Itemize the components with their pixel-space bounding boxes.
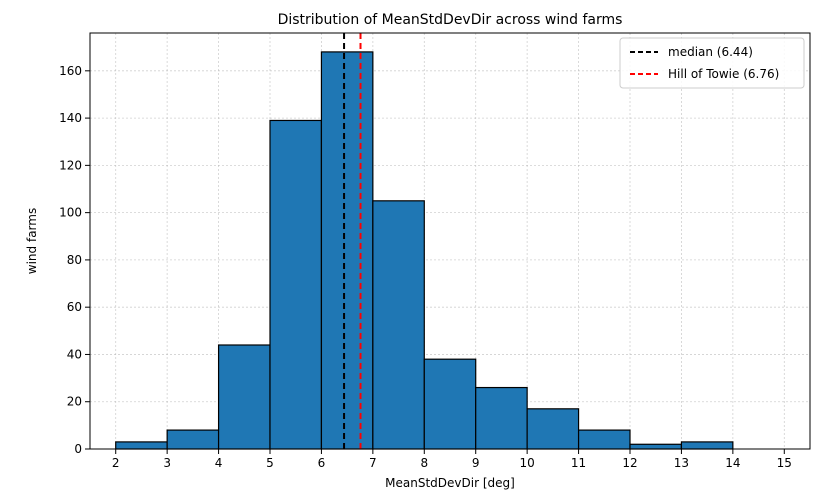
histogram-bar (372, 200, 425, 450)
histogram-bar (269, 119, 323, 450)
y-tick-label: 40 (67, 347, 82, 361)
x-axis-label: MeanStdDevDir [deg] (385, 476, 515, 490)
x-tick-label: 15 (777, 456, 792, 470)
histogram-bar (629, 443, 683, 450)
legend-label-hill-of-towie: Hill of Towie (6.76) (668, 67, 779, 81)
y-tick-label: 20 (67, 395, 82, 409)
bars (115, 51, 734, 450)
x-tick-label: 5 (266, 456, 274, 470)
legend-label-median: median (6.44) (668, 45, 753, 59)
y-tick-label: 140 (59, 111, 82, 125)
x-tick-label: 3 (163, 456, 171, 470)
histogram-bar (680, 441, 734, 450)
histogram-bar (217, 344, 271, 450)
x-tick-label: 7 (369, 456, 377, 470)
x-tick-label: 12 (622, 456, 637, 470)
histogram-bar (526, 408, 580, 450)
x-tick-label: 4 (215, 456, 223, 470)
y-axis-label: wind farms (25, 208, 39, 274)
legend-box (619, 37, 805, 89)
legend: median (6.44) Hill of Towie (6.76) (619, 37, 805, 89)
chart-title: Distribution of MeanStdDevDir across win… (278, 12, 623, 28)
x-tick-label: 8 (420, 456, 428, 470)
y-tick-label: 120 (59, 158, 82, 172)
histogram-bar (475, 386, 528, 450)
histogram-bar (166, 429, 220, 450)
x-tick-label: 2 (112, 456, 120, 470)
x-tick-label: 9 (472, 456, 480, 470)
histogram-bar (115, 441, 168, 450)
y-tick-label: 0 (74, 442, 82, 456)
x-tick-label: 13 (674, 456, 689, 470)
x-axis-ticks: 2 3 4 5 6 7 8 9 10 11 12 13 14 15 (112, 449, 792, 470)
y-tick-label: 160 (59, 64, 82, 78)
x-tick-label: 6 (318, 456, 326, 470)
histogram-bar (423, 358, 477, 450)
x-tick-label: 11 (571, 456, 586, 470)
y-axis-ticks: 0 20 40 60 80 100 120 140 160 (59, 64, 90, 456)
histogram-bar (577, 429, 631, 450)
x-tick-label: 14 (725, 456, 740, 470)
histogram-bar (320, 51, 374, 450)
y-tick-label: 80 (67, 253, 82, 267)
y-tick-label: 100 (59, 206, 82, 220)
x-tick-label: 10 (520, 456, 535, 470)
plot-frame (89, 32, 811, 450)
y-tick-label: 60 (67, 300, 82, 314)
